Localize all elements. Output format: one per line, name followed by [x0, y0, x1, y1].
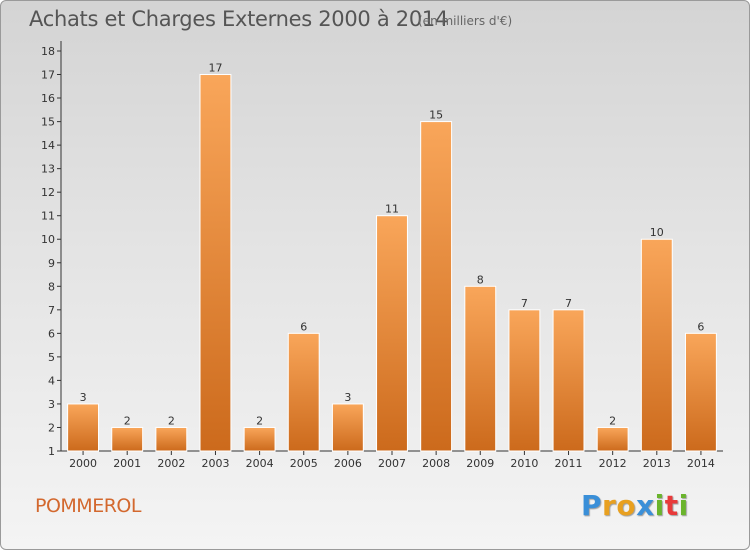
- bar-2013: [640, 238, 673, 452]
- y-tick-label: 5: [48, 351, 55, 364]
- value-label: 7: [565, 297, 572, 310]
- y-tick-label: 15: [41, 116, 55, 129]
- bar-2014: [684, 332, 717, 452]
- x-tick-label: 2000: [69, 457, 97, 470]
- x-tick-label: 2004: [246, 457, 274, 470]
- value-label: 17: [208, 62, 222, 75]
- bar-2011: [552, 309, 585, 452]
- value-label: 10: [650, 226, 664, 239]
- y-tick-label: 1: [48, 445, 55, 458]
- y-tick-label: 11: [41, 210, 55, 223]
- bar-2006: [331, 403, 364, 452]
- y-tick-label: 12: [41, 186, 55, 199]
- value-label: 2: [124, 414, 131, 427]
- logo-letter: i: [654, 489, 665, 522]
- x-tick-label: 2003: [201, 457, 229, 470]
- y-tick-label: 3: [48, 398, 55, 411]
- y-tick-label: 13: [41, 163, 55, 176]
- y-tick-label: 6: [48, 327, 55, 340]
- value-label: 11: [385, 203, 399, 216]
- bar-2005: [287, 332, 320, 452]
- x-tick-label: 2002: [157, 457, 185, 470]
- value-label: 6: [300, 320, 307, 333]
- x-tick-label: 2012: [599, 457, 627, 470]
- value-label: 7: [521, 297, 528, 310]
- x-tick-label: 2007: [378, 457, 406, 470]
- y-tick-label: 8: [48, 280, 55, 293]
- x-tick-label: 2008: [422, 457, 450, 470]
- logo-letter: i: [678, 489, 689, 522]
- bar-2009: [464, 285, 497, 452]
- bar-2012: [596, 426, 629, 452]
- logo-letter: o: [616, 489, 637, 522]
- bar-2008: [420, 121, 453, 452]
- y-tick-label: 7: [48, 304, 55, 317]
- commune-name: POMMEROL: [35, 495, 141, 517]
- bar-2001: [111, 426, 144, 452]
- value-label: 2: [168, 414, 175, 427]
- bar-2010: [508, 309, 541, 452]
- logo-letter: t: [664, 489, 679, 522]
- x-tick-label: 2006: [334, 457, 362, 470]
- bar-2003: [199, 74, 232, 452]
- x-tick-label: 2010: [510, 457, 538, 470]
- value-label: 8: [477, 273, 484, 286]
- y-tick-label: 17: [41, 69, 55, 82]
- y-tick-label: 14: [41, 139, 55, 152]
- value-label: 3: [344, 391, 351, 404]
- y-tick-label: 9: [48, 257, 55, 270]
- y-tick-label: 4: [48, 374, 55, 387]
- logo-letter: r: [602, 489, 617, 522]
- x-tick-label: 2011: [555, 457, 583, 470]
- bar-2002: [155, 426, 188, 452]
- x-tick-label: 2001: [113, 457, 141, 470]
- value-label: 2: [256, 414, 263, 427]
- proxiti-logo: Proxiti: [581, 489, 689, 522]
- bar-2004: [243, 426, 276, 452]
- x-tick-label: 2005: [290, 457, 318, 470]
- value-label: 6: [697, 320, 704, 333]
- logo-letter: P: [581, 489, 603, 522]
- x-tick-label: 2013: [643, 457, 671, 470]
- y-tick-label: 16: [41, 92, 55, 105]
- y-tick-label: 18: [41, 45, 55, 58]
- y-tick-label: 10: [41, 233, 55, 246]
- chart-subtitle: (en milliers d'€): [418, 14, 513, 28]
- y-tick-label: 2: [48, 421, 55, 434]
- bar-2000: [67, 403, 100, 452]
- chart-title: Achats et Charges Externes 2000 à 2014: [29, 7, 449, 31]
- value-label: 3: [80, 391, 87, 404]
- logo-letter: x: [636, 489, 655, 522]
- value-label: 15: [429, 109, 443, 122]
- x-tick-label: 2009: [466, 457, 494, 470]
- value-label: 2: [609, 414, 616, 427]
- x-tick-label: 2014: [687, 457, 715, 470]
- bar-2007: [376, 215, 408, 452]
